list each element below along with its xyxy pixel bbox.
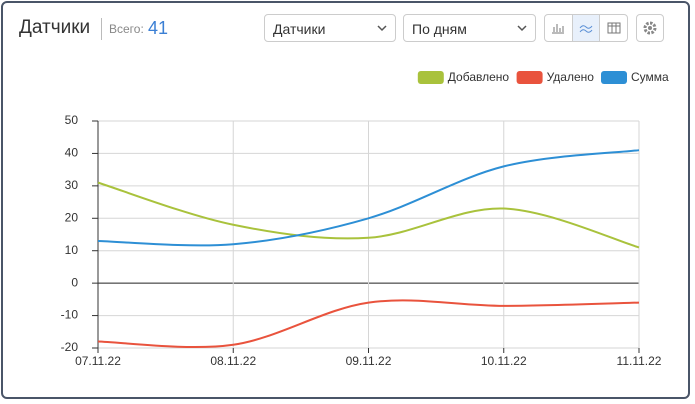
title: Датчики xyxy=(19,17,91,38)
x-tick-label: 07.11.22 xyxy=(75,354,121,368)
separator xyxy=(101,18,102,40)
select-text: По дням xyxy=(412,21,467,37)
x-tick-label: 11.11.22 xyxy=(617,354,662,368)
y-tick-label: 20 xyxy=(65,210,79,224)
legend-swatch xyxy=(417,71,444,84)
series-line xyxy=(97,181,640,249)
x-tick-label: 08.11.22 xyxy=(210,354,256,368)
settings-button[interactable] xyxy=(636,14,664,42)
bar-view-button[interactable] xyxy=(545,15,573,41)
y-tick-label: 0 xyxy=(71,275,78,289)
table-view-button[interactable] xyxy=(600,15,627,41)
chart: -20 -10 0 10 20 30 40 50 07.11.22 08.11.22 09.11.2… xyxy=(61,70,669,368)
series-line xyxy=(97,299,640,349)
x-tick-label: 09.11.22 xyxy=(346,354,392,368)
view-buttons xyxy=(544,14,628,42)
x-tick-label: 10.11.22 xyxy=(481,354,527,368)
y-tick-label: -20 xyxy=(61,340,79,354)
series-line xyxy=(97,149,640,247)
y-tick-label: 50 xyxy=(65,113,79,127)
y-tick-label: 10 xyxy=(65,243,79,257)
chevron xyxy=(517,25,527,32)
line-view-button[interactable] xyxy=(572,15,601,41)
legend-label: Сумма xyxy=(631,70,669,84)
legend-swatch xyxy=(601,71,627,84)
select[interactable]: По дням xyxy=(403,14,536,42)
card: Датчики Всего: 41 Датчики По дням -20 -10… xyxy=(1,1,690,399)
legend-label: Добавлено xyxy=(448,70,510,84)
chevron xyxy=(377,25,387,32)
total-label: Всего: xyxy=(109,22,144,36)
legend-swatch xyxy=(516,71,543,84)
legend-label: Удалено xyxy=(547,70,595,84)
total-value: 41 xyxy=(148,18,169,38)
select[interactable]: Датчики xyxy=(264,14,396,42)
y-tick-label: 30 xyxy=(65,178,79,192)
y-tick-label: 40 xyxy=(65,146,79,160)
select-text: Датчики xyxy=(273,21,326,37)
y-tick-label: -10 xyxy=(61,308,79,322)
